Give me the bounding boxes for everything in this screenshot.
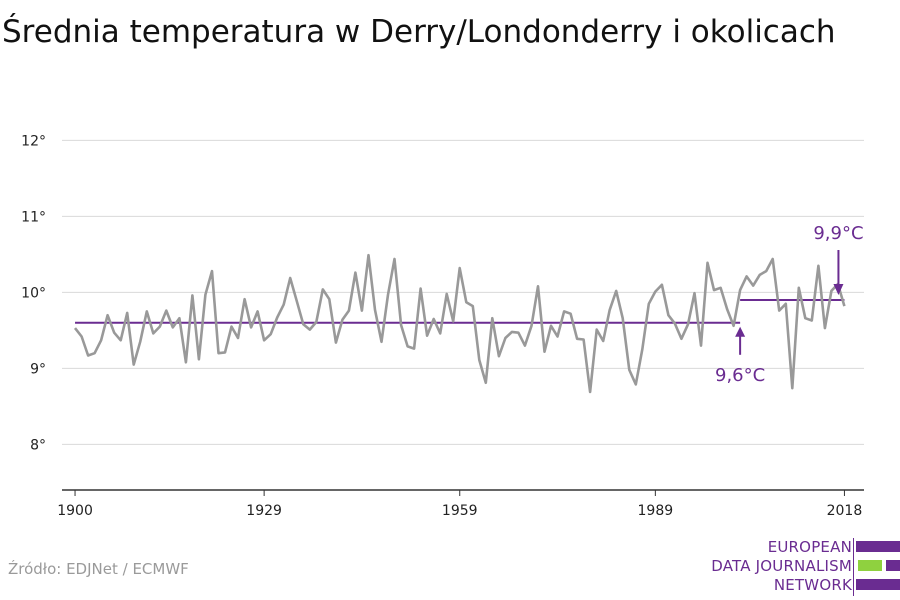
line-chart: 8° 9° 10° 11° 12° 1900 1929 1959 1989 2018 9,6°C… (21, 133, 864, 519)
series-layer (73, 253, 846, 394)
temperature-series-line (73, 253, 846, 394)
y-tick-label: 12° (21, 133, 46, 149)
y-tick-label: 10° (21, 285, 46, 301)
x-tick-label: 1959 (442, 503, 478, 519)
source-note: Źródło: EDJNet / ECMWF (8, 560, 189, 578)
logo-line-2: DATA JOURNALISM (711, 557, 852, 575)
logo-line-1: EUROPEAN (767, 538, 852, 556)
x-tick-label: 2018 (827, 503, 863, 519)
x-tick-label: 1929 (246, 503, 282, 519)
logo-bar-top (856, 541, 900, 552)
y-tick-label: 8° (30, 437, 46, 453)
logo-bar-green (858, 560, 882, 571)
mean-arrow-head (735, 326, 746, 337)
recent-mean-arrow-head (833, 284, 844, 295)
recent-mean-label: 9,9°C (813, 223, 863, 244)
y-tick-labels: 8° 9° 10° 11° 12° (21, 133, 46, 453)
logo-divider (853, 538, 854, 596)
chart-title: Średnia temperatura w Derry/Londonderry … (2, 14, 836, 50)
annotations: 9,6°C 9,9°C (715, 223, 864, 386)
grid-lines (62, 139, 864, 445)
reference-lines (75, 299, 845, 324)
x-tick-label: 1989 (638, 503, 674, 519)
y-tick-label: 9° (30, 361, 46, 377)
mean-label: 9,6°C (715, 365, 765, 386)
logo-text: EUROPEAN DATA JOURNALISM NETWORK (711, 538, 852, 595)
logo-bar-middle (856, 560, 900, 571)
logo-bar-bottom (856, 579, 900, 590)
logo-line-3: NETWORK (773, 576, 852, 594)
logo-bar-purple (886, 560, 900, 571)
edjnet-logo: EUROPEAN DATA JOURNALISM NETWORK (700, 538, 900, 600)
y-tick-label: 11° (21, 209, 46, 225)
x-tick-label: 1900 (57, 503, 93, 519)
x-tick-labels: 1900 1929 1959 1989 2018 (57, 490, 862, 519)
